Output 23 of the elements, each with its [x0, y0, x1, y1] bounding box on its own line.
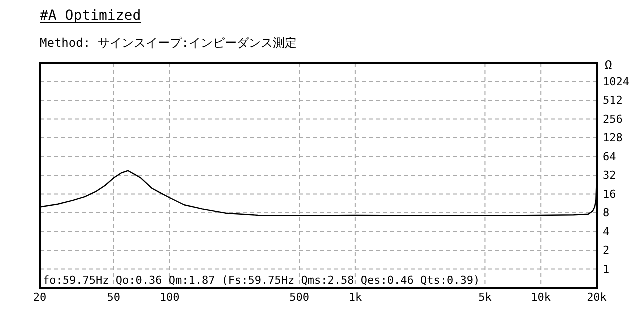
- x-tick-label: 10k: [531, 290, 552, 304]
- y-tick-label: 2: [603, 244, 610, 258]
- x-tick-label: 20: [33, 290, 47, 304]
- x-tick-label: 500: [290, 290, 310, 304]
- y-tick-label: 8: [603, 206, 610, 220]
- y-tick-label: 64: [603, 150, 617, 164]
- y-axis-title: Ω: [605, 58, 612, 72]
- x-tick-label: 20k: [587, 290, 608, 304]
- chart-subtitle: Method: サインスイープ:インピーダンス測定: [40, 36, 298, 50]
- y-tick-label: 4: [603, 225, 610, 238]
- x-tick-label: 1k: [348, 290, 362, 304]
- y-tick-label: 128: [603, 132, 623, 145]
- y-tick-label: 256: [603, 112, 623, 126]
- y-tick-label: 1: [603, 262, 610, 276]
- x-tick-label: 100: [160, 290, 180, 304]
- x-tick-label: 5k: [478, 290, 492, 304]
- annotation: fo:59.75Hz Qo:0.36 Qm:1.87 (Fs:59.75Hz Qms:2.58 Qes:0.46 Qts:0.39): [43, 274, 480, 287]
- y-tick-label: 32: [603, 169, 616, 182]
- y-tick-label: 512: [603, 94, 623, 108]
- y-tick-label: 16: [603, 188, 616, 201]
- x-tick-label: 50: [107, 290, 121, 304]
- chart-title: #A Optimized: [40, 8, 142, 24]
- y-tick-label: 1024: [603, 75, 630, 88]
